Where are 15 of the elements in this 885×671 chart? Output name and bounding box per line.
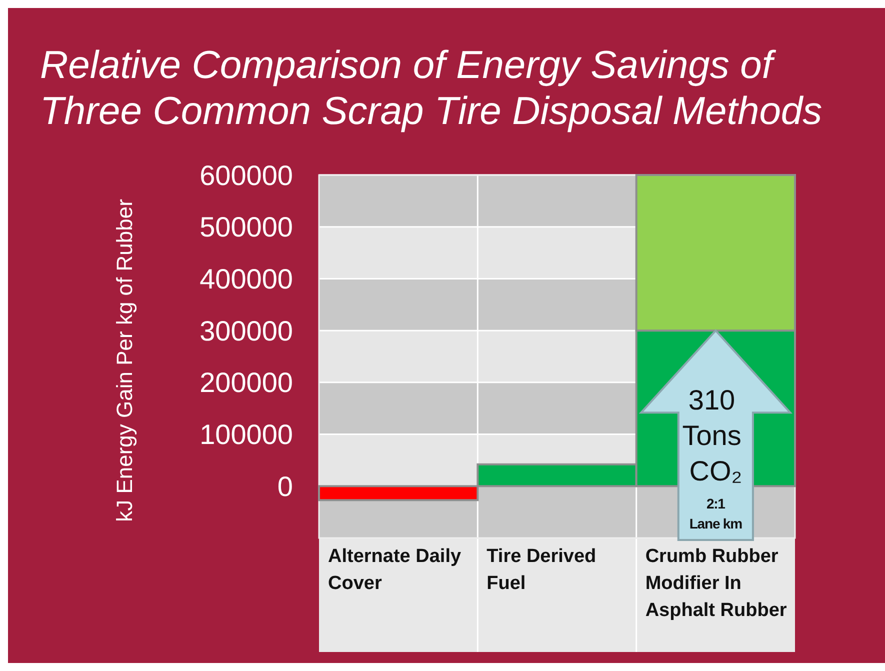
x-tick-label: Alternate Daily Cover: [328, 546, 466, 594]
y-tick-label: 400000: [200, 264, 293, 295]
chart-title: Relative Comparison of Energy Savings of Three Common Scrap Tire Disposal Methods: [40, 44, 822, 133]
annotation: Lane km: [689, 516, 742, 532]
y-tick-label: 600000: [200, 160, 293, 191]
y-tick-label: 100000: [200, 419, 293, 450]
annotation: 2:1: [706, 496, 726, 512]
x-tick-label: Crumb Rubber Modifier In Asphalt Rubber: [645, 546, 788, 621]
x-tick-label: Tire Derived Fuel: [486, 546, 602, 594]
y-axis-title: kJ Energy Gain Per kg of Rubber: [112, 199, 137, 522]
y-tick-label: 200000: [200, 367, 293, 398]
annotation: 310 Tons CO₂: [682, 384, 750, 487]
y-tick-label: 0: [277, 470, 293, 502]
y-tick-label: 500000: [200, 212, 293, 243]
y-tick-label: 300000: [200, 315, 293, 346]
